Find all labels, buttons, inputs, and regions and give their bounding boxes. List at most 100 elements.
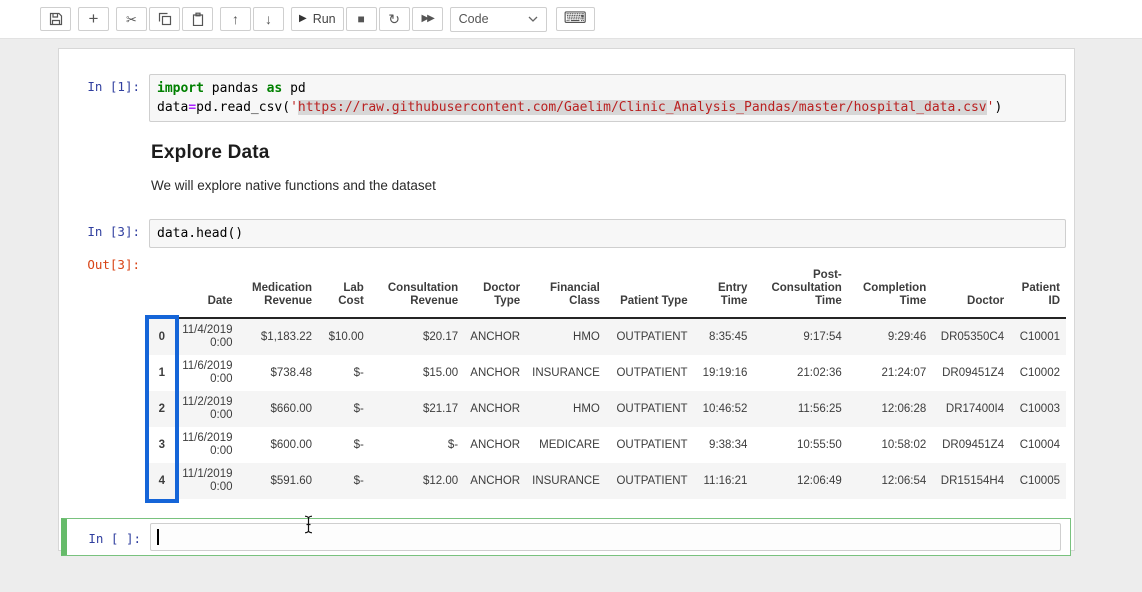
table-cell: $591.60 bbox=[270, 474, 313, 487]
code-cell-2: In [3]: data.head() bbox=[61, 219, 1066, 248]
command-palette-button[interactable]: ⌨ bbox=[555, 7, 595, 31]
table-cell: ANCHOR bbox=[470, 474, 521, 487]
play-icon: ▶ bbox=[299, 13, 307, 24]
mouse-cursor-ibeam bbox=[303, 515, 314, 539]
restart-kernel-button[interactable]: ↻ bbox=[378, 7, 410, 31]
notebook-toolbar: + ✂ ↑ ↓ ▶ Run bbox=[0, 0, 1142, 39]
move-cell-down-button[interactable]: ↓ bbox=[253, 7, 284, 31]
row-index-cell: 1 bbox=[158, 366, 165, 379]
restart-icon: ↻ bbox=[388, 11, 400, 27]
arrow-up-icon: ↑ bbox=[232, 11, 239, 27]
table-cell: OUTPATIENT bbox=[616, 402, 688, 415]
table-cell: C10004 bbox=[1019, 438, 1060, 451]
code-line-2: data=pd.read_csv('https://raw.githubuser… bbox=[157, 100, 1003, 115]
empty-cell: In [ ]: bbox=[61, 518, 1071, 556]
scissors-icon: ✂ bbox=[126, 11, 137, 27]
table-cell: OUTPATIENT bbox=[616, 438, 688, 451]
table-cell: ANCHOR bbox=[470, 330, 521, 343]
save-button[interactable] bbox=[40, 7, 71, 31]
table-cell: 11:16:21 bbox=[703, 474, 748, 487]
table-row: 4 11/1/2019 0:00 $591.60 $- $12.00 ANCHOR INSU… bbox=[149, 463, 1066, 499]
column-header: Post-Consultation Time bbox=[771, 269, 842, 307]
table-cell: $660.00 bbox=[270, 402, 313, 415]
column-header: Lab Cost bbox=[338, 282, 364, 307]
table-cell: $- bbox=[353, 402, 364, 415]
column-header: Financial Class bbox=[550, 282, 600, 307]
run-button[interactable]: ▶ Run bbox=[291, 7, 344, 31]
dataframe-output: Date Medication Revenue Lab Cost Consultati… bbox=[145, 257, 1066, 503]
output-area: Out[3]: Date Medication Revenue Lab Cost Co… bbox=[61, 255, 1066, 504]
column-header: Date bbox=[207, 295, 233, 307]
move-cell-up-button[interactable]: ↑ bbox=[220, 7, 251, 31]
interrupt-kernel-button[interactable]: ■ bbox=[345, 7, 377, 31]
empty-cell-prompt: In [ ]: bbox=[88, 531, 141, 546]
table-cell: $600.00 bbox=[270, 438, 313, 451]
plus-icon: + bbox=[88, 8, 99, 28]
table-cell: ANCHOR bbox=[470, 438, 521, 451]
table-cell: 8:35:45 bbox=[709, 330, 748, 343]
arrow-down-icon: ↓ bbox=[265, 11, 272, 27]
paste-cell-button[interactable] bbox=[182, 7, 213, 31]
table-cell: C10003 bbox=[1019, 402, 1060, 415]
table-cell: $15.00 bbox=[422, 366, 459, 379]
table-cell: $- bbox=[353, 366, 364, 379]
table-cell: $12.00 bbox=[422, 474, 459, 487]
row-index-cell: 3 bbox=[158, 438, 165, 451]
table-cell: DR09451Z4 bbox=[942, 438, 1005, 451]
table-cell: DR09451Z4 bbox=[942, 366, 1005, 379]
row-index-cell: 4 bbox=[158, 474, 165, 487]
code-line-1: import pandas as pd bbox=[157, 81, 306, 96]
table-cell: $- bbox=[447, 438, 459, 451]
table-cell: 19:19:16 bbox=[702, 366, 748, 379]
table-row: 2 11/2/2019 0:00 $660.00 $- $21.17 ANCHOR HMO O… bbox=[149, 391, 1066, 427]
table-cell: $738.48 bbox=[270, 366, 313, 379]
table-cell: 11/6/2019 0:00 bbox=[182, 360, 233, 385]
table-cell: C10002 bbox=[1019, 366, 1060, 379]
markdown-cell: Explore Data We will explore native func… bbox=[61, 122, 1066, 195]
cut-cell-button[interactable]: ✂ bbox=[116, 7, 147, 31]
restart-run-all-button[interactable]: ▶▶ bbox=[411, 7, 443, 31]
table-cell: $- bbox=[353, 474, 364, 487]
cell-type-value: Code bbox=[458, 12, 489, 26]
table-cell: 12:06:54 bbox=[881, 474, 927, 487]
table-cell: $1,183.22 bbox=[260, 330, 313, 343]
copy-icon bbox=[158, 12, 171, 26]
column-header: Consultation Revenue bbox=[387, 282, 459, 307]
row-index-cell: 2 bbox=[158, 402, 165, 415]
table-cell: ANCHOR bbox=[470, 402, 521, 415]
code-cell-1: In [1]: import pandas as pd data=pd.read_… bbox=[61, 74, 1066, 122]
row-index-cell: 0 bbox=[158, 330, 165, 343]
table-cell: C10005 bbox=[1019, 474, 1060, 487]
save-icon bbox=[49, 12, 62, 26]
table-row: 0 11/4/2019 0:00 $1,183.22 $10.00 $20.17 ANCH… bbox=[149, 318, 1066, 355]
table-cell: OUTPATIENT bbox=[616, 366, 688, 379]
table-cell: 9:38:34 bbox=[709, 438, 748, 451]
table-cell: DR15154H4 bbox=[940, 474, 1005, 487]
empty-cell-editor[interactable] bbox=[150, 523, 1061, 551]
run-label: Run bbox=[312, 11, 336, 26]
output-body: Date Medication Revenue Lab Cost Consultati… bbox=[145, 255, 1066, 504]
input-prompt-1: In [1]: bbox=[87, 79, 140, 94]
table-row: 1 11/6/2019 0:00 $738.48 $- $15.00 ANCHOR INSU… bbox=[149, 355, 1066, 391]
table-cell: 12:06:28 bbox=[881, 402, 927, 415]
table-cell: 10:46:52 bbox=[702, 402, 748, 415]
column-header: Doctor Type bbox=[483, 282, 521, 307]
copy-cell-button[interactable] bbox=[149, 7, 180, 31]
table-cell: $20.17 bbox=[422, 330, 459, 343]
column-header: Patient Type bbox=[620, 295, 688, 307]
cell-type-select[interactable]: Code bbox=[449, 6, 547, 32]
table-cell: 12:06:49 bbox=[796, 474, 842, 487]
stop-icon: ■ bbox=[357, 12, 365, 26]
column-header: Patient ID bbox=[1021, 282, 1060, 307]
code-editor-2[interactable]: data.head() bbox=[149, 219, 1066, 248]
table-cell: 9:17:54 bbox=[803, 330, 842, 343]
table-cell: 11/1/2019 0:00 bbox=[182, 468, 233, 493]
markdown-body: Explore Data We will explore native func… bbox=[149, 122, 1066, 195]
add-cell-button[interactable]: + bbox=[78, 7, 109, 31]
text-caret bbox=[157, 529, 159, 545]
markdown-heading: Explore Data bbox=[151, 142, 270, 163]
code-editor-1[interactable]: import pandas as pd data=pd.read_csv('htt… bbox=[149, 74, 1066, 122]
table-cell: 21:02:36 bbox=[796, 366, 842, 379]
dataframe-table: Date Medication Revenue Lab Cost Consultati… bbox=[149, 257, 1066, 499]
table-cell: 9:29:46 bbox=[887, 330, 927, 343]
